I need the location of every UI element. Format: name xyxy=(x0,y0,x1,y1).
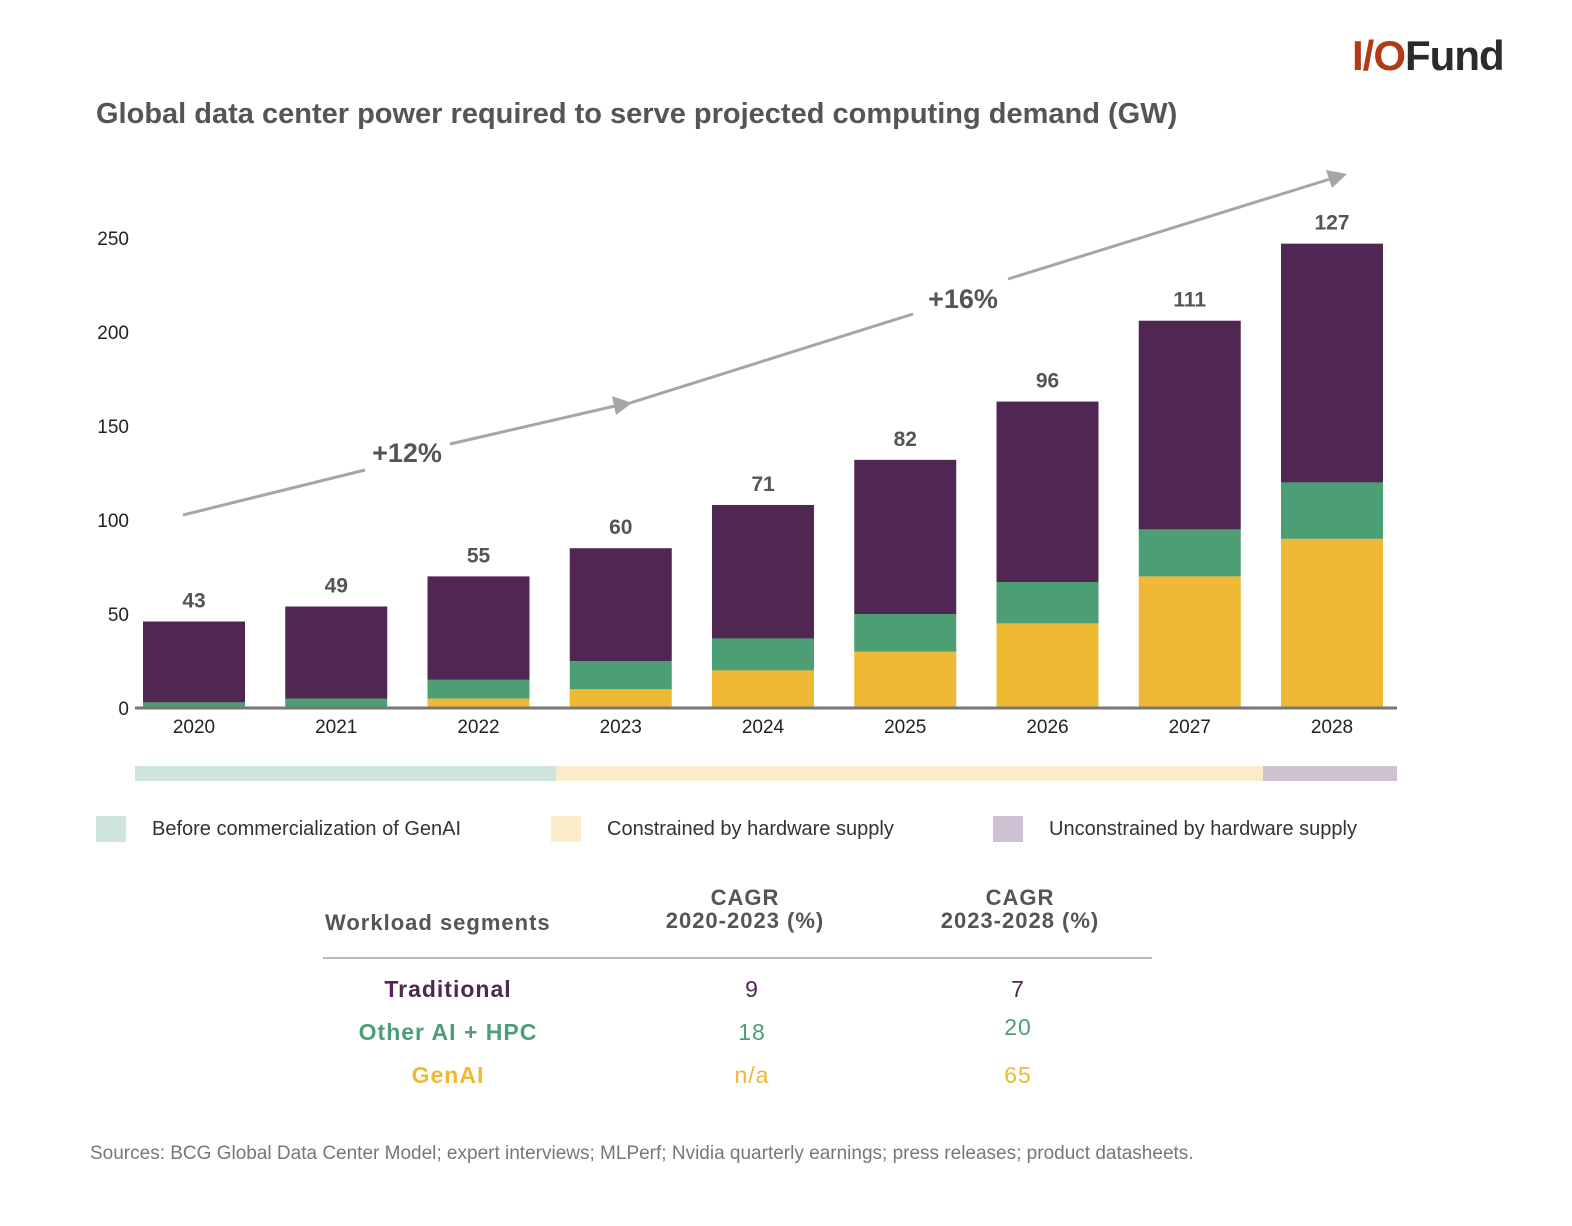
legend-item: Unconstrained by hardware supply xyxy=(993,816,1357,842)
x-tick-label: 2020 xyxy=(173,717,215,738)
segment-label: GenAI xyxy=(411,1062,485,1088)
bar-segment-traditional xyxy=(569,548,672,661)
cagr-value: n/a xyxy=(734,1062,770,1088)
x-tick-label: 2024 xyxy=(742,717,785,738)
bar-segment-other-ai-hpc xyxy=(569,661,672,690)
cagr-annotation: +16% xyxy=(928,284,998,314)
bar-segment-other-ai-hpc xyxy=(427,679,530,699)
phase-band xyxy=(556,766,1263,781)
bar-segment-other-ai-hpc xyxy=(996,582,1099,624)
bar-chart: 0 50 100 150 200 250 43 2020 49 2021 55 2022 60 2023 7… xyxy=(97,170,1397,781)
x-tick-label: 2027 xyxy=(1169,717,1211,738)
bar-segment-traditional xyxy=(996,401,1099,583)
trend-line xyxy=(1007,177,1331,281)
bar-segment-other-ai-hpc xyxy=(1281,482,1383,539)
table-header-cagr-2023-2028: CAGR 2023-2028 (%) xyxy=(940,885,1100,933)
bar-segment-traditional xyxy=(285,606,388,699)
arrowhead-icon xyxy=(612,396,632,415)
cagr-annotation: +12% xyxy=(372,438,442,468)
legend-item: Before commercialization of GenAI xyxy=(96,816,461,842)
segment-label: Other AI + HPC xyxy=(358,1019,538,1045)
arrowhead-icon xyxy=(1326,170,1347,188)
phase-band xyxy=(1263,766,1397,781)
bar-segment-genai xyxy=(854,651,957,708)
y-tick-label: 200 xyxy=(97,323,129,344)
table-divider xyxy=(323,957,1152,959)
x-tick-label: 2026 xyxy=(1026,717,1068,738)
trend-line xyxy=(182,468,366,517)
cagr-value: 18 xyxy=(738,1019,766,1045)
legend-swatch xyxy=(993,816,1023,842)
cagr-value: 65 xyxy=(1004,1062,1032,1088)
legend-label: Before commercialization of GenAI xyxy=(152,817,462,840)
segment-label: Traditional xyxy=(384,976,512,1002)
chart-title: Global data center power required to ser… xyxy=(96,98,1178,130)
bar-segment-genai xyxy=(1281,538,1383,708)
bar-segment-genai xyxy=(569,689,672,708)
bar-segment-traditional xyxy=(712,504,814,639)
y-tick-label: 150 xyxy=(97,417,129,438)
bar-total-label: 49 xyxy=(325,574,348,597)
bar-total-label: 127 xyxy=(1314,212,1349,235)
trend-line xyxy=(629,312,914,405)
bar-segment-other-ai-hpc xyxy=(143,702,245,708)
x-tick-label: 2023 xyxy=(600,717,642,738)
table-header-cagr-2020-2023: CAGR 2020-2023 (%) xyxy=(665,885,825,933)
y-tick-label: 250 xyxy=(97,229,129,250)
x-tick-label: 2022 xyxy=(457,717,499,738)
bar-segment-other-ai-hpc xyxy=(285,698,388,708)
bar-total-label: 60 xyxy=(609,516,632,539)
bar-segment-genai xyxy=(996,623,1099,708)
legend-label: Constrained by hardware supply xyxy=(607,817,894,840)
x-tick-label: 2021 xyxy=(315,717,357,738)
bar-segment-other-ai-hpc xyxy=(712,638,814,671)
bar-total-label: 71 xyxy=(751,473,775,496)
table-header-segment: Workload segments xyxy=(325,910,551,935)
cagr-value: 9 xyxy=(745,976,759,1002)
bar-segment-traditional xyxy=(854,459,957,614)
legend-item: Constrained by hardware supply xyxy=(551,816,894,842)
bar-segment-traditional xyxy=(1138,320,1241,530)
y-tick-label: 50 xyxy=(108,605,129,626)
bar-segment-traditional xyxy=(427,576,530,680)
bar-segment-genai xyxy=(1138,576,1241,708)
x-tick-label: 2025 xyxy=(884,717,926,738)
bar-total-label: 111 xyxy=(1173,289,1206,312)
y-tick-label: 0 xyxy=(118,699,129,720)
sources-note: Sources: BCG Global Data Center Model; e… xyxy=(90,1143,1194,1164)
bar-total-label: 82 xyxy=(894,428,917,451)
bar-segment-traditional xyxy=(1281,243,1383,483)
bar-segment-genai xyxy=(712,670,814,708)
bar-segment-traditional xyxy=(143,621,245,703)
x-tick-label: 2028 xyxy=(1311,717,1353,738)
cagr-value: 20 xyxy=(1004,1014,1032,1040)
trend-line xyxy=(449,404,616,446)
legend-swatch xyxy=(551,816,581,842)
legend-swatch xyxy=(96,816,126,842)
bar-segment-other-ai-hpc xyxy=(1138,529,1241,577)
bar-total-label: 55 xyxy=(467,544,491,567)
y-tick-label: 100 xyxy=(97,511,129,532)
bar-segment-genai xyxy=(427,698,530,708)
bar-total-label: 96 xyxy=(1036,370,1059,393)
bar-segment-other-ai-hpc xyxy=(854,614,957,652)
phase-band xyxy=(135,766,556,781)
bar-total-label: 43 xyxy=(182,590,205,613)
cagr-value: 7 xyxy=(1011,976,1025,1002)
logo: I/OFund xyxy=(1352,32,1505,79)
legend-label: Unconstrained by hardware supply xyxy=(1049,817,1357,840)
